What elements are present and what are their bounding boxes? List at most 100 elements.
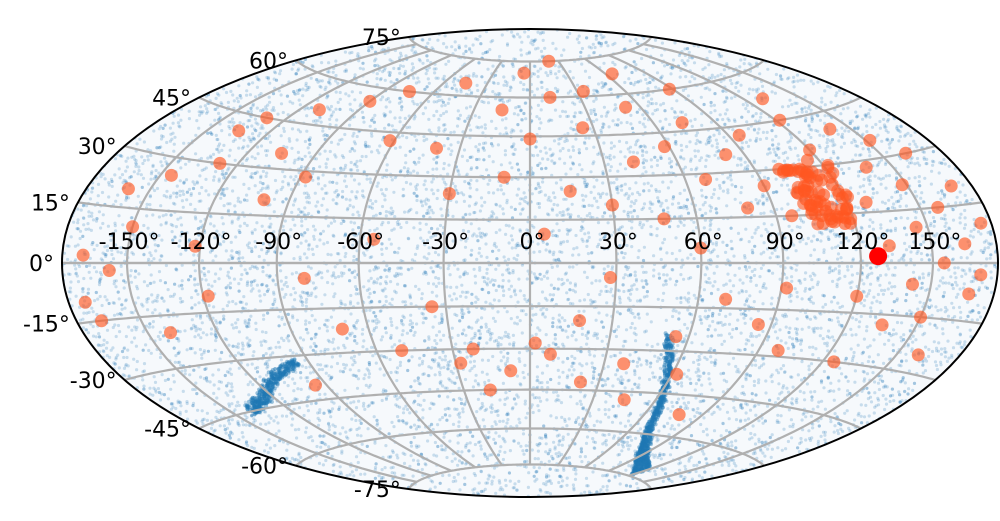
longitude-gridline	[628, 49, 862, 477]
source-point	[563, 184, 577, 198]
source-point	[757, 179, 771, 193]
source-point	[657, 140, 671, 154]
latitude-tick-labels: -75° -60° -45° -30° -15° 0° 15° 30° 45° 60° 75°	[23, 26, 401, 503]
source-point	[974, 268, 988, 282]
latitude-tick-label: 30°	[78, 135, 117, 160]
source-point	[882, 239, 896, 253]
source-point	[786, 163, 800, 177]
longitude-gridline	[357, 57, 476, 469]
source-point	[617, 357, 631, 371]
longitude-gridline	[275, 54, 452, 472]
source-point	[626, 155, 640, 169]
source-point	[914, 310, 928, 324]
source-point	[517, 66, 531, 80]
source-point	[699, 173, 713, 187]
source-point	[164, 168, 178, 182]
source-point	[800, 165, 814, 179]
latitude-tick-label: 0°	[29, 252, 54, 277]
source-point	[944, 179, 958, 193]
source-point	[466, 342, 480, 356]
source-point	[201, 289, 215, 303]
source-point	[95, 314, 109, 328]
longitude-tick-label: -30°	[422, 230, 469, 255]
source-point	[669, 330, 683, 344]
longitude-gridline	[126, 43, 417, 483]
longitude-tick-label: -60°	[337, 230, 384, 255]
longitude-tick-label: 30°	[599, 230, 638, 255]
source-point	[823, 208, 837, 222]
source-point	[188, 239, 202, 253]
source-point	[395, 344, 409, 358]
source-point	[719, 148, 733, 162]
source-point	[670, 367, 684, 381]
source-point	[773, 113, 787, 127]
source-point	[78, 295, 92, 309]
source-point	[576, 84, 590, 98]
source-point	[308, 378, 322, 392]
source-point	[719, 292, 733, 306]
source-point	[495, 103, 509, 117]
latitude-tick-label: 15°	[31, 191, 70, 216]
source-point	[504, 364, 518, 378]
source-point	[576, 121, 590, 135]
source-point	[798, 184, 812, 198]
source-point	[619, 100, 633, 114]
source-point	[844, 212, 858, 226]
source-point	[297, 271, 311, 285]
source-point	[257, 193, 271, 207]
source-point	[383, 134, 397, 148]
source-point	[931, 200, 945, 214]
source-point	[823, 122, 837, 136]
source-point	[818, 198, 832, 212]
source-point	[603, 271, 617, 285]
source-point	[275, 146, 289, 160]
highlight-source-marker	[869, 247, 888, 266]
source-point	[859, 160, 873, 174]
source-point	[537, 227, 551, 241]
source-point	[335, 322, 349, 336]
source-point	[543, 347, 557, 361]
longitude-tick-label: -90°	[255, 230, 302, 255]
source-point	[732, 128, 746, 142]
longitude-gridline	[643, 43, 934, 483]
source-point	[826, 166, 840, 180]
source-point	[573, 375, 587, 389]
source-point	[662, 82, 676, 96]
source-point	[859, 195, 873, 209]
latitude-tick-label: 75°	[362, 26, 401, 51]
longitude-tick-label: 150°	[908, 230, 961, 255]
latitude-tick-label: 45°	[152, 87, 191, 112]
source-point	[402, 85, 416, 99]
source-point	[741, 201, 755, 215]
source-point	[675, 116, 689, 130]
source-point	[542, 54, 556, 68]
source-point	[756, 92, 770, 106]
source-point	[425, 300, 439, 314]
source-point	[605, 198, 619, 212]
source-point	[497, 170, 511, 184]
source-point	[543, 90, 557, 104]
source-point	[899, 146, 913, 160]
longitude-gridline	[557, 60, 618, 466]
source-point	[617, 393, 631, 407]
source-point	[875, 318, 889, 332]
source-point	[442, 187, 456, 201]
source-points	[76, 54, 988, 422]
source-point	[803, 198, 817, 212]
source-point	[363, 94, 377, 108]
source-point	[895, 178, 909, 192]
highlight-point	[869, 247, 888, 266]
latitude-tick-label: -30°	[70, 369, 117, 394]
source-point	[803, 143, 817, 157]
latitude-tick-label: -75°	[354, 478, 401, 503]
source-point	[299, 170, 313, 184]
source-point	[905, 277, 919, 291]
source-point	[672, 408, 686, 422]
source-point	[573, 314, 587, 328]
source-point	[454, 356, 468, 370]
source-point	[459, 76, 473, 90]
source-point	[528, 336, 542, 350]
longitude-gridline	[584, 57, 703, 469]
source-point	[827, 355, 841, 369]
